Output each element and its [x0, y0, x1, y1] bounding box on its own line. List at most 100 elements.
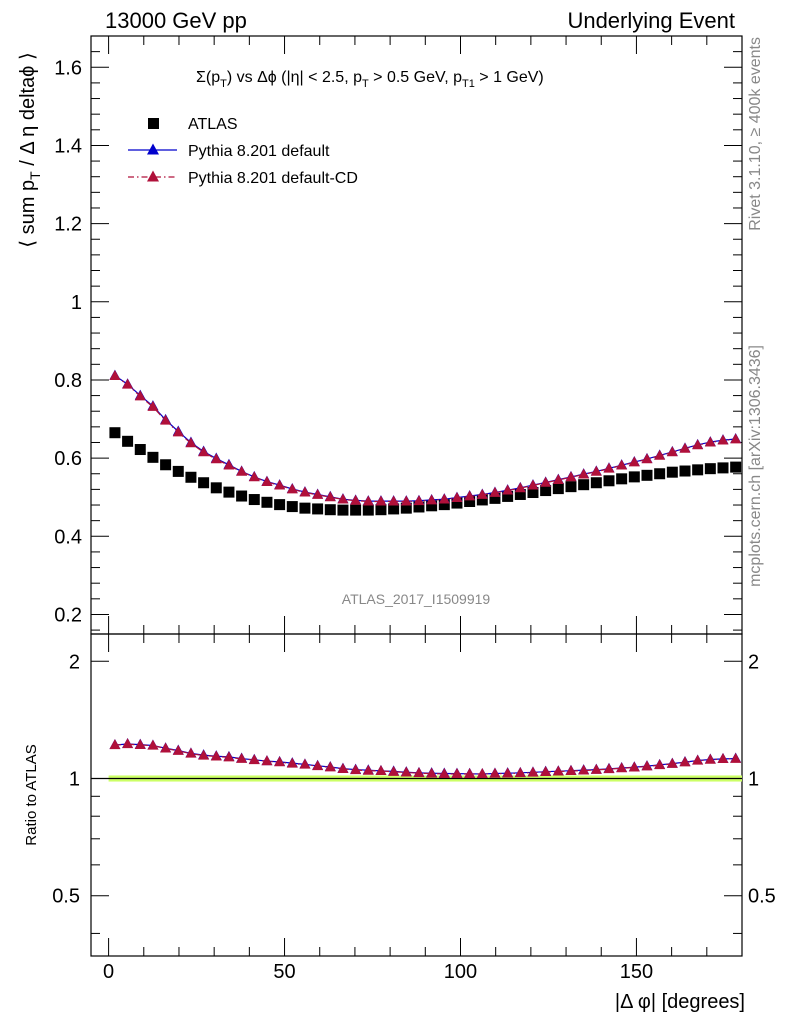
main-y-tick-label: 0.2 [54, 604, 82, 626]
data-point [679, 442, 691, 453]
data-point [286, 483, 298, 494]
x-tick-labels: 0 50 100 150 [103, 961, 653, 983]
data-point [236, 752, 248, 763]
data-point [438, 767, 450, 778]
data-point [476, 488, 488, 499]
legend-atlas-marker [148, 118, 159, 129]
data-point [426, 494, 438, 505]
data-point [717, 434, 729, 445]
data-point [337, 504, 349, 516]
x-tick-label: 100 [444, 961, 477, 983]
data-point [362, 764, 374, 775]
data-point [134, 738, 146, 749]
data-point [312, 503, 324, 515]
data-point [248, 471, 260, 482]
data-point [362, 504, 374, 516]
data-point [362, 495, 374, 506]
series-2 [109, 370, 742, 506]
data-point [388, 495, 400, 506]
data-point [299, 486, 311, 497]
data-point [172, 465, 184, 477]
data-point [527, 487, 539, 499]
data-point [426, 500, 438, 512]
data-point [654, 449, 666, 460]
data-point [616, 459, 628, 470]
ratio-y-tick-label-right: 1 [748, 768, 759, 790]
data-point [590, 465, 602, 476]
ratio-y-tick-label-right: 2 [748, 651, 759, 673]
header-left: 13000 GeV pp [105, 8, 247, 33]
data-point [299, 758, 311, 769]
data-point [603, 475, 615, 487]
main-y-tick-label: 0.6 [54, 448, 82, 470]
data-point [122, 435, 134, 447]
data-point [679, 756, 691, 767]
data-point [223, 486, 235, 498]
ratio-data-series [109, 738, 742, 778]
data-point [502, 484, 514, 495]
data-point [451, 491, 463, 502]
data-point [666, 466, 678, 478]
data-point [489, 767, 501, 778]
ratio-y-axis-label: Ratio to ATLAS [23, 744, 40, 845]
data-point [198, 446, 210, 457]
ylabel-part2: / Δ η deltaϕ ⟩ [17, 52, 39, 171]
data-point [312, 760, 324, 771]
data-point [730, 752, 742, 763]
plot-title-sub2: T [362, 78, 369, 90]
data-point [514, 767, 526, 778]
data-point [451, 767, 463, 778]
data-point [160, 414, 172, 425]
data-point [641, 453, 653, 464]
data-point [628, 456, 640, 467]
data-point [413, 495, 425, 506]
data-point [502, 490, 514, 502]
data-point [730, 461, 742, 473]
data-point [223, 751, 235, 762]
data-point [400, 495, 412, 506]
data-point [552, 765, 564, 776]
data-point [654, 759, 666, 770]
data-point [578, 468, 590, 479]
plot-title-sum: Σ(p [196, 69, 220, 86]
ratio-axis-ticks [91, 634, 743, 956]
data-point [160, 742, 172, 753]
main-axis-ticks [91, 36, 743, 634]
data-point [350, 504, 362, 516]
main-y-tick-label: 0.8 [54, 370, 82, 392]
data-point [603, 462, 615, 473]
data-point [514, 482, 526, 493]
data-point [375, 765, 387, 776]
main-y-tick-label: 1.2 [54, 214, 82, 236]
data-point [400, 766, 412, 777]
data-point [388, 765, 400, 776]
rivet-label: Rivet 3.1.10, ≥ 400k events [747, 37, 764, 231]
data-point [261, 755, 273, 766]
data-point [185, 747, 197, 758]
data-point [274, 479, 286, 490]
x-tick-label: 150 [620, 961, 653, 983]
data-point [476, 767, 488, 778]
data-point [261, 475, 273, 486]
data-point [236, 490, 248, 502]
data-point [413, 501, 425, 513]
series-1 [109, 738, 742, 778]
data-point [375, 495, 387, 506]
data-point [692, 464, 704, 476]
plot-title-end: > 1 GeV) [475, 69, 544, 86]
data-point [261, 496, 273, 508]
data-point [704, 436, 716, 447]
data-point [286, 757, 298, 768]
data-point [210, 750, 222, 761]
data-point [375, 504, 387, 516]
data-point [122, 378, 134, 389]
main-y-axis-label: ⟨ sum pT / Δ η deltaϕ ⟩ [17, 52, 43, 247]
data-point [337, 762, 349, 773]
analysis-watermark: ATLAS_2017_I1509919 [342, 591, 491, 607]
data-point [717, 753, 729, 764]
data-point [451, 497, 463, 509]
data-point [223, 459, 235, 470]
data-point [274, 499, 286, 511]
plot-title-sub1: T [220, 78, 227, 90]
